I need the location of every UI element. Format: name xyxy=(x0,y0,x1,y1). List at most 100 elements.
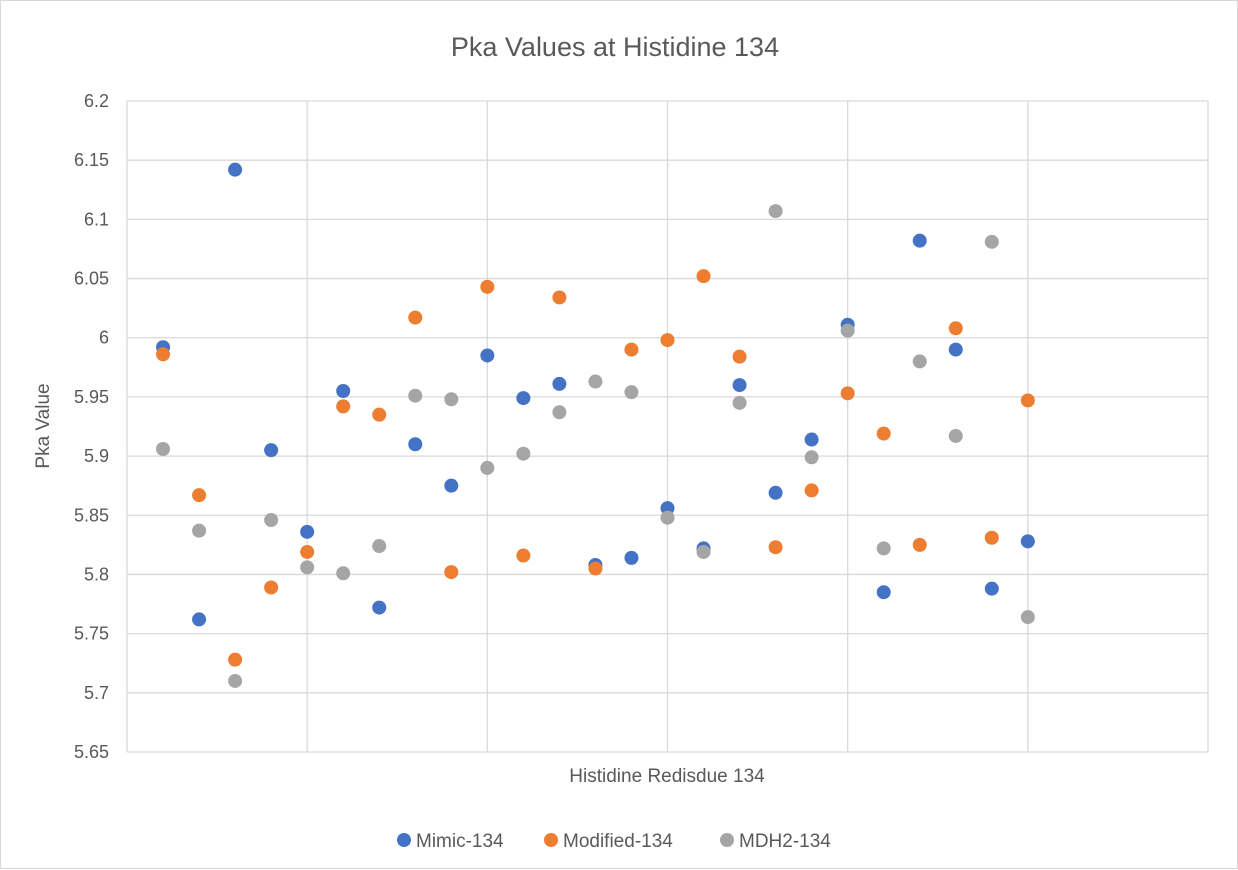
data-point xyxy=(804,450,819,465)
data-point xyxy=(1020,610,1035,625)
legend: Mimic-134 Modified-134 MDH2-134 xyxy=(397,831,831,852)
data-point xyxy=(984,234,999,249)
y-axis-label: Pka Value xyxy=(33,383,54,468)
legend-marker xyxy=(720,833,734,847)
data-point xyxy=(624,550,639,565)
data-point xyxy=(804,432,819,447)
data-point xyxy=(300,524,315,539)
data-point xyxy=(624,342,639,357)
data-point xyxy=(696,269,711,284)
data-point xyxy=(696,544,711,559)
data-point xyxy=(984,581,999,596)
y-tick-label: 5.95 xyxy=(74,387,109,407)
data-point xyxy=(408,437,423,452)
y-tick-label: 6.05 xyxy=(74,269,109,289)
data-point xyxy=(732,378,747,393)
data-point xyxy=(372,600,387,615)
data-point xyxy=(156,441,171,456)
legend-label: Mimic-134 xyxy=(416,831,504,852)
data-point xyxy=(552,376,567,391)
data-point xyxy=(912,233,927,248)
data-point xyxy=(300,544,315,559)
data-point xyxy=(336,383,351,398)
y-tick-label: 6.15 xyxy=(74,150,109,170)
series-MDH2-134 xyxy=(156,204,1035,688)
data-point xyxy=(264,580,279,595)
data-point xyxy=(192,612,207,627)
legend-marker xyxy=(397,833,411,847)
data-point xyxy=(516,446,531,461)
data-point xyxy=(552,405,567,420)
data-point xyxy=(840,323,855,338)
data-point xyxy=(264,513,279,528)
data-point xyxy=(876,426,891,441)
data-point xyxy=(1020,393,1035,408)
y-tick-label: 6.1 xyxy=(84,209,109,229)
data-point xyxy=(228,162,243,177)
data-point xyxy=(624,385,639,400)
data-point xyxy=(768,204,783,219)
y-tick-label: 5.8 xyxy=(84,564,109,584)
data-point xyxy=(336,566,351,581)
x-axis-label: Histidine Redisdue 134 xyxy=(569,766,765,787)
series-Modified-134 xyxy=(156,269,1035,667)
data-point xyxy=(588,374,603,389)
y-tick-label: 5.9 xyxy=(84,446,109,466)
data-point xyxy=(480,348,495,363)
data-point xyxy=(948,321,963,336)
y-tick-label: 5.65 xyxy=(74,742,109,762)
data-points xyxy=(156,162,1035,688)
data-point xyxy=(948,342,963,357)
data-point xyxy=(480,460,495,475)
data-point xyxy=(552,290,567,305)
data-point xyxy=(264,443,279,458)
data-point xyxy=(372,407,387,422)
legend-label: Modified-134 xyxy=(563,831,673,852)
data-point xyxy=(408,310,423,325)
y-tick-label: 6.2 xyxy=(84,91,109,111)
data-point xyxy=(732,395,747,410)
data-point xyxy=(480,279,495,294)
data-point xyxy=(516,548,531,563)
data-point xyxy=(444,392,459,407)
data-point xyxy=(912,537,927,552)
data-point xyxy=(768,485,783,500)
data-point xyxy=(408,388,423,403)
data-point xyxy=(912,354,927,369)
data-point xyxy=(156,347,171,362)
data-point xyxy=(948,428,963,443)
y-tick-label: 5.85 xyxy=(74,505,109,525)
data-point xyxy=(876,585,891,600)
y-tick-label: 5.7 xyxy=(84,683,109,703)
data-point xyxy=(336,399,351,414)
data-point xyxy=(804,483,819,498)
y-tick-label: 6 xyxy=(99,328,109,348)
data-point xyxy=(192,523,207,538)
data-point xyxy=(840,386,855,401)
data-point xyxy=(516,391,531,406)
y-axis-ticks: 6.2 6.15 6.1 6.05 6 5.95 5.9 5.85 5.8 5.75 5.7 5.65 xyxy=(74,91,109,762)
data-point xyxy=(444,478,459,493)
data-point xyxy=(660,333,675,348)
data-point xyxy=(192,488,207,503)
data-point xyxy=(228,673,243,688)
data-point xyxy=(876,541,891,556)
data-point xyxy=(984,530,999,545)
data-point xyxy=(732,349,747,364)
data-point xyxy=(372,539,387,554)
chart-title: Pka Values at Histidine 134 xyxy=(451,32,779,62)
grid xyxy=(126,100,1209,753)
data-point xyxy=(768,540,783,555)
data-point xyxy=(228,652,243,667)
data-point xyxy=(444,565,459,580)
series-Mimic-134 xyxy=(156,162,1035,627)
data-point xyxy=(660,510,675,525)
legend-marker xyxy=(544,833,558,847)
data-point xyxy=(300,560,315,575)
data-point xyxy=(1020,534,1035,549)
y-tick-label: 5.75 xyxy=(74,624,109,644)
data-point xyxy=(588,561,603,576)
legend-label: MDH2-134 xyxy=(739,831,831,852)
